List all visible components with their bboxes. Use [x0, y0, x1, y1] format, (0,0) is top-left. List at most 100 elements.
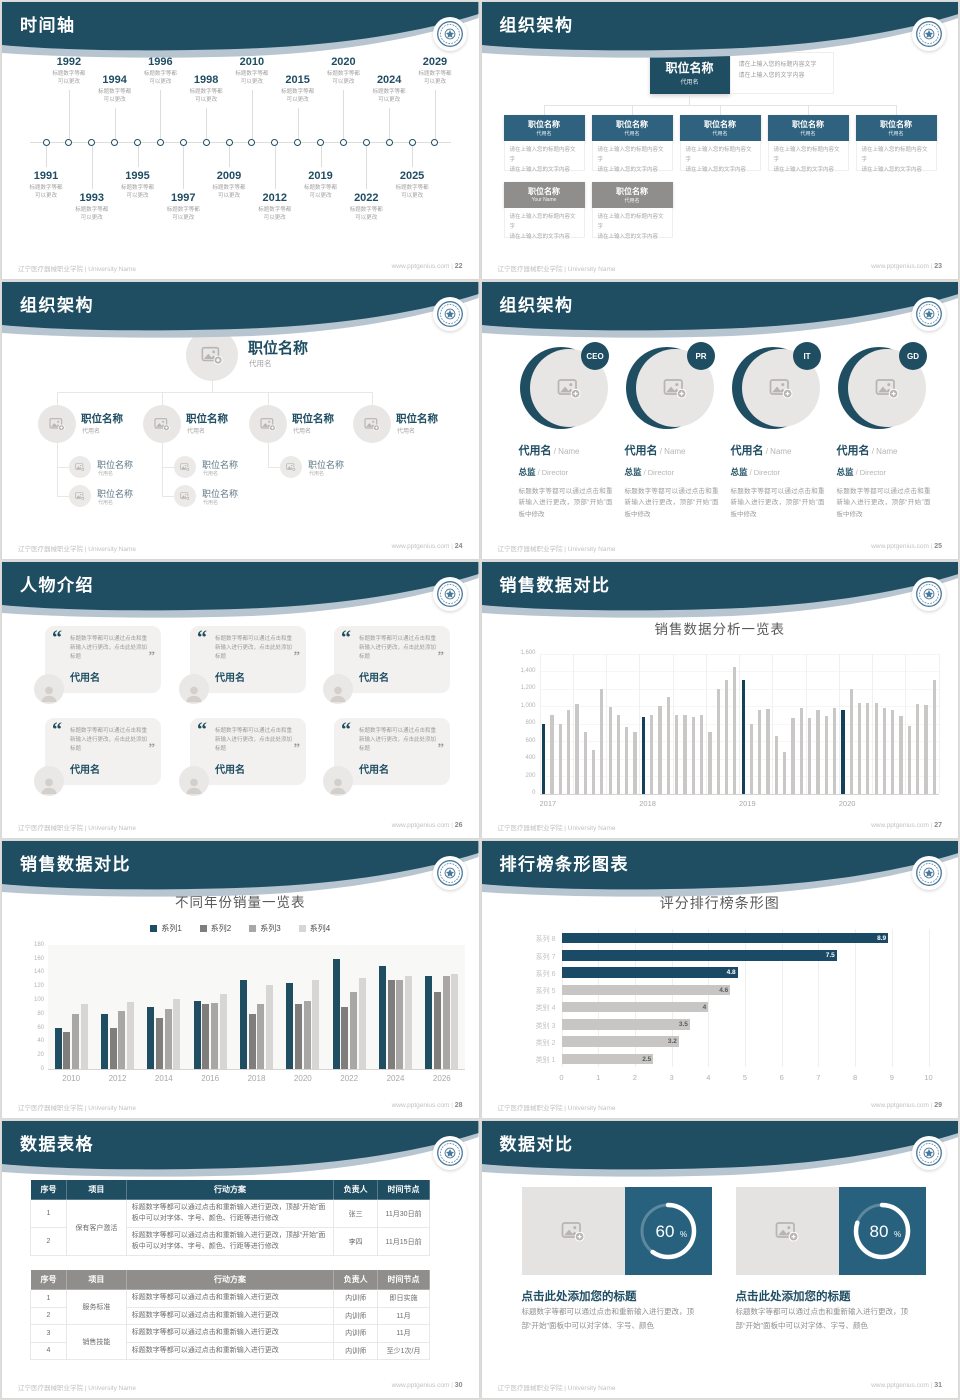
slide-yearly-sales[interactable]: 销售数据对比 不同年份销量一览表 系列1 系列2 系列3 系列4 0 20 40 60 80 100…: [2, 841, 479, 1119]
slide-people-intro[interactable]: 人物介绍 “标题数字等都可以通过点击和重新输入进行更改，点击此处添加标题” 代用名…: [2, 561, 479, 839]
org-branch-title: 职位名称: [396, 412, 438, 425]
slide-org-boxes[interactable]: 组织架构 职位名称 代用名 请在上输入您的标题内容文字 请在上输入您的文字内容 职位名称…: [481, 2, 959, 279]
slide-org-tree[interactable]: 组织架构 职位名称 代用名 职位名称 代用名 职位名称 代用名 职位名称 代用名 职位名称 代用名…: [2, 281, 479, 559]
org-connector: [544, 105, 545, 115]
timeline-desc: 标题数字等都 可以更改: [326, 71, 360, 86]
footer-separator: |: [930, 822, 933, 830]
footer-url: www.pptgenius.com: [871, 1102, 929, 1110]
cell-time: 11月30日前: [377, 1199, 430, 1229]
header-wave: [481, 281, 958, 338]
cell-time: 11月: [377, 1306, 430, 1326]
compare-body: 标题数字等都可以通过点击和重新输入进行更改，顶部“开始”面板中可以对字体、字号、…: [735, 1307, 909, 1330]
slide-title: 排行榜条形图表: [499, 855, 629, 875]
cell-item: 服务标准: [65, 1289, 127, 1326]
org-member-card: IT 代用名 / Name 总监 / Director 标题数字等都可以通过点击和重新…: [731, 340, 827, 520]
bar: [550, 714, 554, 794]
quote-open-icon: “: [197, 718, 207, 741]
org-sub-title: 职位名称: [97, 488, 134, 499]
org-child-sub: 代用名: [800, 131, 816, 137]
org-sub-sub: 代用名: [203, 499, 219, 506]
university-seal-icon: [433, 297, 466, 330]
cell-item: 销售技能: [65, 1324, 127, 1361]
bar: [591, 749, 596, 794]
image-placeholder-icon: [286, 463, 296, 472]
org-child-note: 请在上输入您的标题内容文字 请在上输入您的文字内容: [591, 141, 673, 173]
y-axis-label: 200: [525, 772, 536, 779]
person-name: 代用名: [70, 764, 100, 776]
cell-no: 2: [30, 1306, 67, 1326]
slide-title: 时间轴: [20, 16, 76, 35]
person-icon: [186, 778, 202, 794]
org-connector: [268, 442, 269, 467]
slide-footer: 辽宁医疗器械职业学院 | University Name www.pptgeni…: [482, 1102, 959, 1112]
cell-time: 即日实施: [377, 1289, 430, 1308]
member-desc: 标题数字等都可以通过点击和重新输入进行更改，顶部“开始”面板中修改: [518, 487, 613, 518]
x-axis-label: 4: [706, 1073, 711, 1083]
slide-sales-analysis[interactable]: 销售数据对比 销售数据分析一览表 0 200 400 600 800 1,000 1,200 1…: [481, 561, 959, 839]
bar: [924, 705, 928, 794]
bar: [808, 718, 812, 794]
cell-owner: 内训师: [333, 1306, 379, 1326]
slide-header: 时间轴: [2, 2, 479, 64]
cell-owner: 内训师: [333, 1289, 379, 1308]
member-role-line: 总监 / Director: [519, 462, 615, 480]
header-wave: [2, 1121, 479, 1177]
header-wave: [2, 281, 479, 338]
chart-gridline-v: [634, 929, 636, 1068]
member-desc: 标题数字等都可以通过点击和重新输入进行更改，顶部“开始”面板中修改: [730, 487, 825, 518]
legend-label: 系列3: [260, 924, 281, 934]
slide-ranking[interactable]: 排行榜条形图表 评分排行榜条形图 0 1 2 3 4 5 6 7 8 9 10 系列 8 8.9 系列 7 7…: [481, 841, 959, 1119]
org-connector: [688, 94, 690, 105]
org-connector: [57, 495, 69, 497]
member-name-en: / Name: [763, 446, 792, 456]
compare-image-box: [521, 1187, 625, 1276]
footer-url: www.pptgenius.com: [871, 822, 929, 830]
slide-title: 人物介绍: [20, 575, 94, 595]
timeline-event: 1997 标题数字等都 可以更改: [157, 192, 209, 223]
timeline-event: 1992 标题数字等都 可以更改: [43, 56, 95, 87]
timeline-stem: [251, 90, 253, 139]
slide-data-tables[interactable]: 数据表格 序号 项目 行动方案 负责人 时间节点 1 保有客户激活 标题数字等都可以通过点击和…: [2, 1121, 479, 1398]
y-axis-label: 1,000: [520, 702, 536, 709]
timeline-stem: [91, 146, 93, 189]
bar: [641, 716, 646, 794]
y-axis-label: 1,200: [520, 685, 536, 692]
bar: [561, 1019, 690, 1030]
quote-close-icon: ”: [148, 647, 156, 663]
image-placeholder-icon: [180, 463, 190, 472]
note-line: 请在上输入您的文字内容: [597, 166, 659, 173]
footer-site-info: www.pptgenius.com | 27: [871, 822, 942, 832]
bar: [866, 702, 870, 794]
org-child-sub: 代用名: [712, 131, 728, 137]
bar: [566, 710, 571, 794]
member-name: 代用名: [730, 444, 764, 457]
footer-university-name: 辽宁医疗器械职业学院 | University Name: [497, 825, 616, 833]
org-child-title: 职位名称: [616, 120, 648, 129]
member-name-line: 代用名 / Name: [837, 441, 933, 459]
org-child-note: 请在上输入您的标题内容文字 请在上输入您的文字内容: [679, 141, 761, 173]
slide-org-people[interactable]: 组织架构 CEO 代用名 / Name 总监 / Director 标题数字等都可以通…: [481, 281, 958, 559]
member-name-en: / Name: [657, 446, 686, 456]
slide-timeline[interactable]: 时间轴 1991 标题数字等都 可以更改 1992 标题数字等都 可以更改 1993 标题…: [2, 2, 479, 279]
note-line: 请在上输入您的文字内容: [685, 166, 747, 173]
university-logo-icon: [432, 856, 467, 891]
table-row: 1 服务标准 标题数字等都可以通过点击和重新输入进行更改 内训师 即日实施: [30, 1289, 430, 1326]
org-connector: [57, 391, 372, 393]
person-card: “ 标题数字等都可以通过点击和重新输入进行更改，点击此处添加标题” 代用名: [45, 625, 161, 693]
timeline-year: 2020: [331, 56, 356, 68]
category-label: 系列 6: [535, 970, 556, 978]
bar: [625, 727, 629, 794]
university-logo-icon: [912, 17, 946, 51]
slide-footer: 辽宁医疗器械职业学院 | University Name www.pptgeni…: [2, 263, 479, 273]
footer-university-name: 辽宁医疗器械职业学院 | University Name: [497, 265, 616, 273]
slide-data-compare[interactable]: 数据对比 60% 点击此处添加您的标题 标题数字等都可以通过点击和重新输入进行更改，…: [481, 1121, 958, 1398]
org-sub-avatar: [69, 484, 91, 507]
org-member-card: CEO 代用名 / Name 总监 / Director 标题数字等都可以通过点击和重…: [519, 340, 615, 520]
timeline-stem: [114, 108, 116, 139]
org-chart-canvas: 职位名称 代用名 请在上输入您的标题内容文字 请在上输入您的文字内容 职位名称 代用名 请在…: [482, 2, 959, 279]
sales-bar-chart: 销售数据分析一览表 0 200 400 600 800 1,000 1,200 1,400 1,6…: [482, 562, 959, 839]
table-header-cell: 负责人: [333, 1269, 379, 1291]
cell-no: 2: [30, 1227, 67, 1257]
footer-url: www.pptgenius.com: [391, 1102, 450, 1110]
member-photo-frame: GD: [837, 341, 927, 429]
